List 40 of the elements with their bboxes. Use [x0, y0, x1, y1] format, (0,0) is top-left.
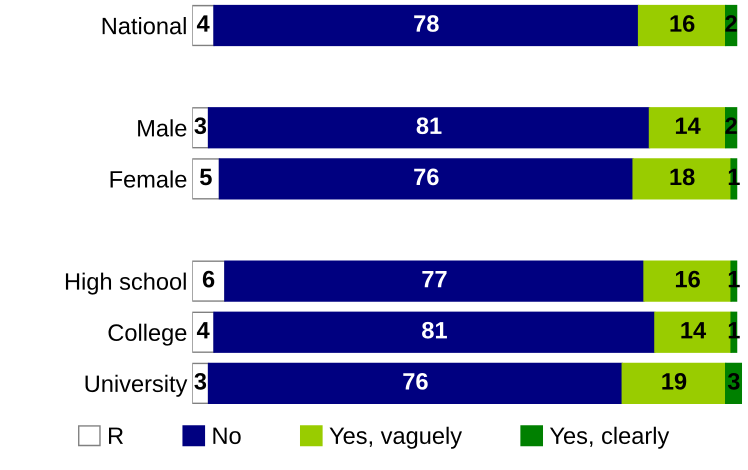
bar [208, 107, 650, 148]
legend-label: R [108, 428, 124, 444]
data-label: 4 [196, 322, 210, 338]
bar [218, 158, 634, 200]
data-label: 14 [681, 322, 706, 338]
bar [638, 4, 726, 46]
bar [213, 312, 656, 353]
data-label: 81 [422, 322, 447, 339]
y-tick-label: National [102, 17, 186, 34]
data-label: 16 [676, 270, 700, 288]
y-tick-label: University [86, 374, 188, 397]
bar [208, 362, 623, 404]
data-label: 16 [670, 15, 694, 32]
legend-label: Yes, vaguely [330, 426, 462, 449]
data-label: 19 [662, 372, 686, 390]
data-label: 14 [676, 118, 701, 134]
bar [224, 260, 645, 302]
legend-label: No [213, 428, 241, 444]
data-label: 5 [200, 168, 212, 186]
legend-label: Yes, clearly [550, 426, 670, 449]
data-label: 76 [403, 372, 428, 390]
data-label: 77 [422, 270, 447, 288]
data-label: 78 [414, 15, 439, 32]
data-label: 4 [196, 15, 210, 32]
data-label: 3 [194, 372, 206, 390]
bar [213, 4, 640, 46]
data-label: 81 [416, 117, 442, 134]
data-label: 2 [725, 15, 737, 32]
bar [622, 362, 726, 404]
y-tick-label: College [108, 324, 186, 346]
data-label: 18 [670, 168, 695, 186]
bar [648, 107, 726, 148]
y-tick-label: Male [138, 119, 186, 137]
data-label: 6 [202, 270, 214, 288]
y-tick-label: Female [110, 170, 186, 188]
data-label: 3 [194, 117, 206, 134]
data-label: 76 [414, 168, 439, 186]
data-label: 3 [728, 372, 740, 390]
data-label: 2 [725, 117, 737, 134]
y-tick-label: High school [66, 272, 186, 295]
